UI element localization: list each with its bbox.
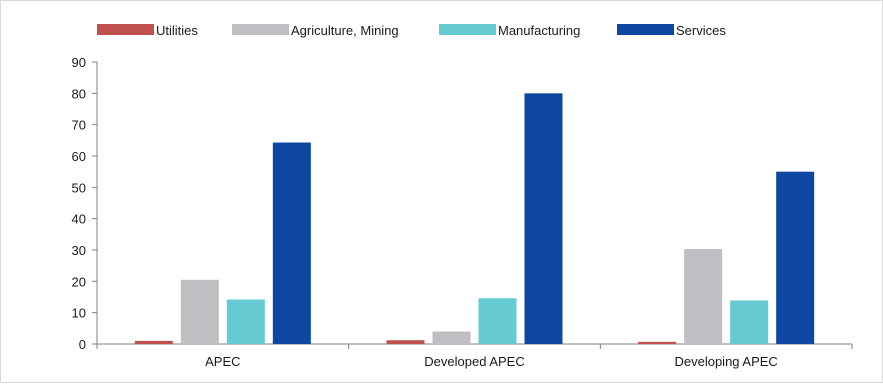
y-tick-label: 0 (79, 337, 86, 352)
y-tick-label: 60 (72, 149, 86, 164)
bar-developing-apec-services (776, 171, 815, 344)
bar-developed-apec-agriculture-mining (432, 331, 471, 344)
y-tick-label: 30 (72, 243, 86, 258)
legend-label-agriculture-mining: Agriculture, Mining (291, 23, 399, 38)
x-axis: APEC Developed APEC Developing APEC (96, 343, 853, 369)
legend-label-utilities: Utilities (156, 23, 198, 38)
y-tick-label: 90 (72, 55, 86, 70)
legend-swatch-agriculture-mining (232, 24, 289, 35)
y-tick-label: 80 (72, 86, 86, 101)
bar-developing-apec-utilities (638, 341, 677, 344)
y-tick-label: 40 (72, 212, 86, 227)
x-tick-label-developed-apec: Developed APEC (424, 354, 524, 369)
legend-label-manufacturing: Manufacturing (498, 23, 580, 38)
y-tick-label: 20 (72, 274, 86, 289)
x-tick-label-developing-apec: Developing APEC (674, 354, 777, 369)
y-axis: 0 10 20 30 40 50 60 70 80 90 (72, 55, 98, 352)
y-tick-label: 10 (72, 306, 86, 321)
bar-developed-apec-services (524, 93, 563, 344)
bars (134, 93, 815, 344)
bar-developing-apec-manufacturing (730, 300, 769, 344)
bar-apec-agriculture-mining (180, 279, 219, 344)
y-tick-label: 70 (72, 118, 86, 133)
bar-developed-apec-manufacturing (478, 298, 517, 344)
legend: Utilities Agriculture, Mining Manufacturin… (97, 23, 726, 38)
x-tick-label-apec: APEC (205, 354, 240, 369)
bar-developed-apec-utilities (386, 340, 425, 344)
legend-swatch-manufacturing (439, 24, 496, 35)
y-tick-label: 50 (72, 180, 86, 195)
bar-apec-utilities (134, 340, 173, 344)
bar-developing-apec-agriculture-mining (684, 249, 723, 344)
bar-apec-manufacturing (226, 299, 265, 344)
legend-label-services: Services (676, 23, 726, 38)
legend-swatch-utilities (97, 24, 154, 35)
bar-apec-services (272, 142, 311, 344)
legend-swatch-services (617, 24, 674, 35)
